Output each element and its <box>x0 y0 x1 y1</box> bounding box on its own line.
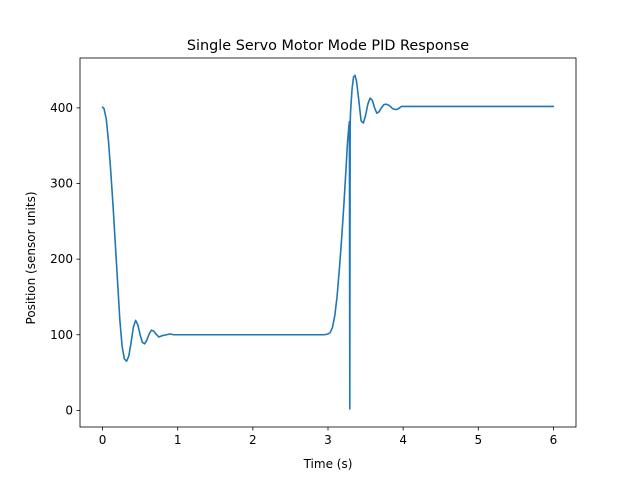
plot-area <box>101 74 555 410</box>
x-tick-label: 6 <box>550 433 558 447</box>
y-axis-ticks: 0 100 200 300 400 <box>50 101 80 417</box>
y-tick-label: 300 <box>50 177 73 191</box>
x-tick-label: 0 <box>99 433 107 447</box>
x-tick-label: 2 <box>249 433 257 447</box>
chart-title: Single Servo Motor Mode PID Response <box>187 38 469 54</box>
x-axis-label: Time (s) <box>303 457 353 471</box>
x-tick-label: 3 <box>324 433 332 447</box>
y-tick-label: 0 <box>65 403 73 417</box>
y-tick-label: 200 <box>50 252 73 266</box>
y-axis-label: Position (sensor units) <box>24 192 38 325</box>
y-tick-label: 400 <box>50 101 73 115</box>
y-tick-label: 100 <box>50 328 73 342</box>
x-tick-label: 5 <box>474 433 482 447</box>
x-tick-label: 4 <box>399 433 407 447</box>
x-axis-ticks: 0 1 2 3 4 5 6 <box>99 427 558 447</box>
series-line <box>101 74 555 410</box>
x-tick-label: 1 <box>174 433 182 447</box>
